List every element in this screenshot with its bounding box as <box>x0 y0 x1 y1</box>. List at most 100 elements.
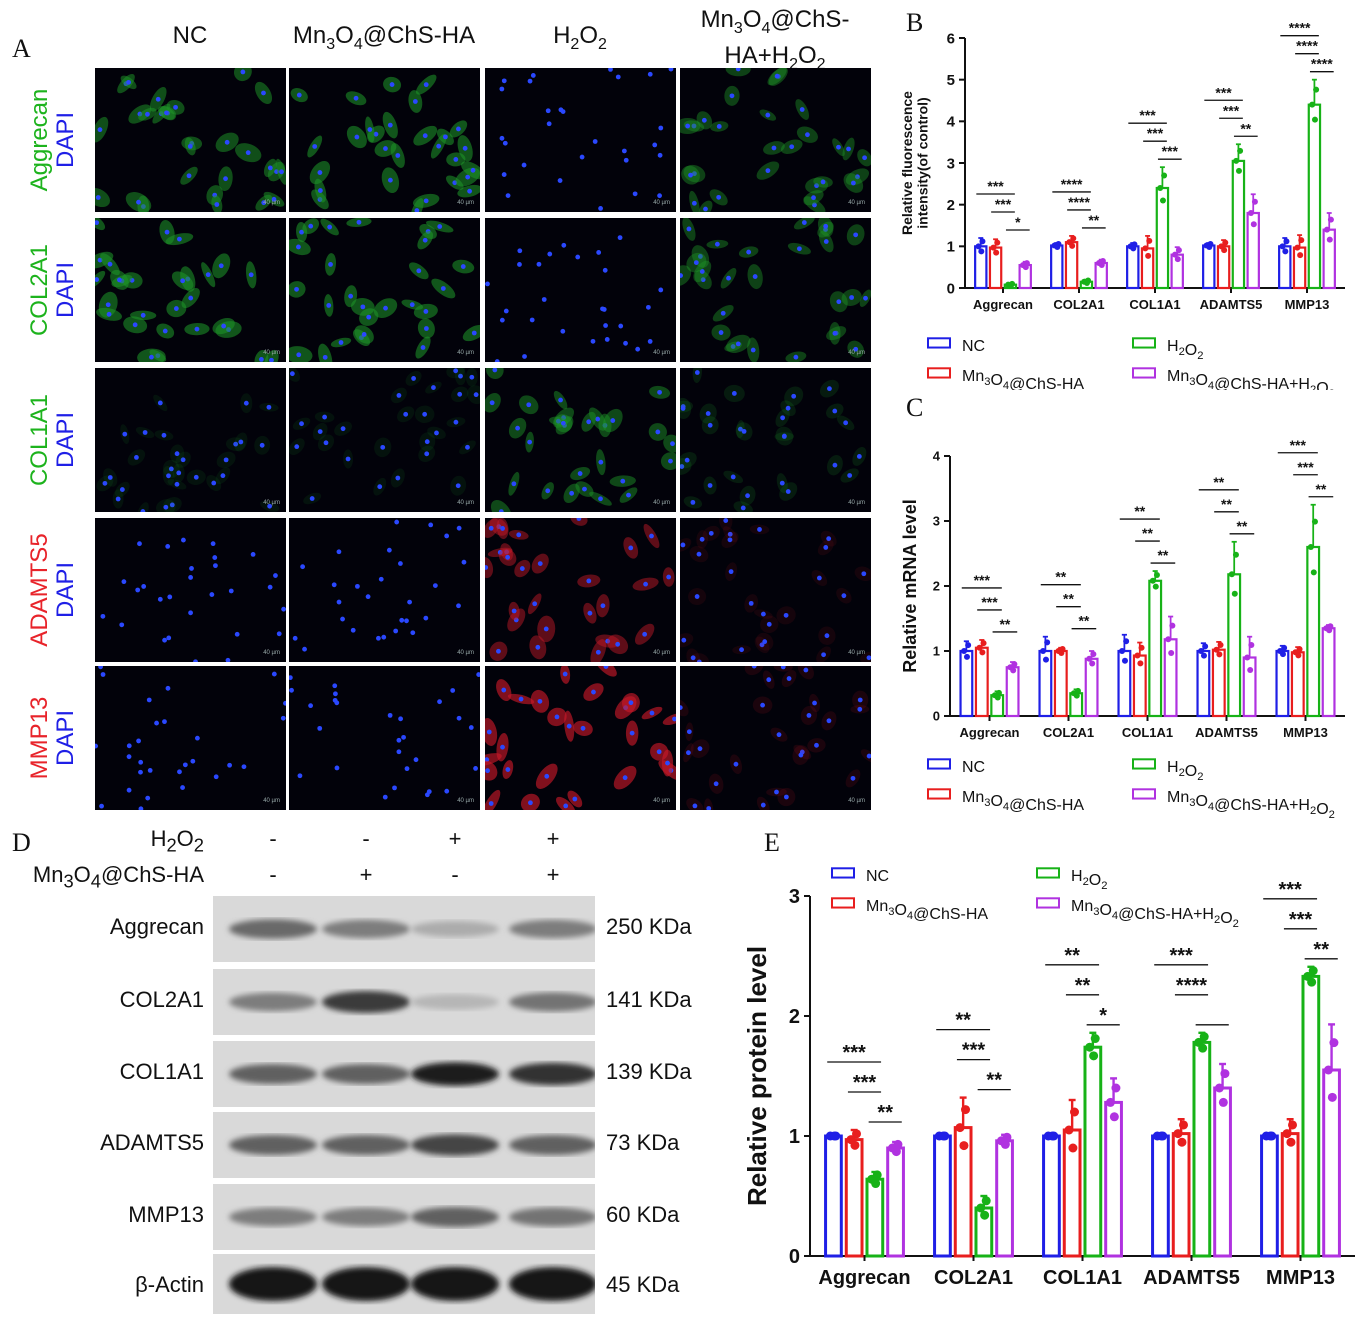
data-point <box>891 1147 901 1157</box>
treatment-sign: - <box>269 862 277 887</box>
micrograph-mmp13-mn3o4-chs-ha: 40 µm <box>289 666 480 810</box>
treatment-label-h2o2: H2O2 <box>150 826 204 856</box>
legend-label-mn3o4-chs-ha-h2o2: Mn3O4@ChS-HA+H2O2 <box>1167 368 1335 390</box>
band <box>509 919 595 939</box>
significance-label: *** <box>1223 102 1240 118</box>
data-point <box>1326 236 1333 243</box>
bar-nc-col2a1 <box>1050 244 1064 290</box>
data-point <box>955 1123 965 1133</box>
data-point <box>1248 642 1255 649</box>
data-point <box>1011 661 1018 668</box>
bar-nc-col1a1 <box>1042 1134 1061 1258</box>
data-point <box>1070 235 1077 242</box>
data-point <box>852 1129 862 1139</box>
significance-label: ** <box>1157 547 1168 563</box>
data-point <box>1296 646 1303 653</box>
data-point <box>1054 244 1061 250</box>
data-point <box>1068 1143 1078 1153</box>
column-header-mn3o4-chs-ha-h2o2: Mn3O4@ChS- HA+H2O2 <box>700 6 850 73</box>
significance-label: **** <box>1311 56 1333 72</box>
bar-mn3o4-chs-ha-adamts5 <box>1171 1132 1191 1258</box>
scale-bar: 40 µm <box>457 650 474 656</box>
bar-mn3o4-chs-ha-h2o2-col2a1 <box>995 1139 1014 1258</box>
data-point <box>1152 583 1159 590</box>
bar-nc-col1a1 <box>1126 245 1140 290</box>
x-tick-label: ADAMTS5 <box>1143 1267 1240 1289</box>
bar-h2o2-adamts5 <box>1192 1040 1212 1258</box>
data-point <box>1298 237 1305 244</box>
data-point <box>1265 1131 1275 1141</box>
bar-mn3o4-chs-ha-aggrecan <box>844 1138 864 1258</box>
legend-swatch-h2o2 <box>1036 867 1060 879</box>
x-tick-label: Aggrecan <box>960 725 1020 740</box>
bar-mn3o4-chs-ha-aggrecan <box>974 646 989 718</box>
bar-mn3o4-chs-ha-h2o2-adamts5 <box>1213 1086 1232 1258</box>
data-point <box>1000 1139 1010 1149</box>
band <box>322 991 410 1013</box>
legend-label-mn3o4-chs-ha: Mn3O4@ChS-HA <box>866 898 988 923</box>
data-point <box>1002 1132 1012 1142</box>
legend-label-mn3o4-chs-ha-h2o2: Mn3O4@ChS-HA+H2O2 <box>1071 898 1239 930</box>
data-point <box>1089 1051 1099 1061</box>
y-tick-label: 5 <box>947 72 955 89</box>
micrograph-col1a1-mn3o4-chs-ha-h2o2: 40 µm <box>680 368 871 512</box>
blot-strip-adamts5 <box>213 1112 595 1178</box>
data-point <box>993 249 1000 256</box>
blot-strip-actin <box>213 1254 595 1314</box>
data-point <box>1086 655 1093 662</box>
scale-bar: 40 µm <box>653 650 670 656</box>
data-point <box>961 1105 971 1115</box>
significance-label: *** <box>1297 459 1314 475</box>
data-point <box>1308 966 1318 976</box>
data-point <box>1074 687 1081 694</box>
micrograph-adamts5-mn3o4-chs-ha: 40 µm <box>289 518 480 662</box>
legend-label-h2o2: H2O2 <box>1071 868 1107 892</box>
treatment-sign: + <box>546 826 560 851</box>
panel-letter-d: D <box>12 828 31 857</box>
data-point <box>1323 226 1330 233</box>
significance-label: ** <box>1213 474 1224 490</box>
legend-label-mn3o4-chs-ha: Mn3O4@ChS-HA <box>962 368 1084 390</box>
legend-label-nc: NC <box>962 338 985 355</box>
micrograph-aggrecan-h2o2: 40 µm <box>485 68 676 212</box>
x-tick-label: Aggrecan <box>818 1267 910 1289</box>
legend-label-mn3o4-chs-ha-h2o2: Mn3O4@ChS-HA+H2O2 <box>1167 789 1335 820</box>
data-point <box>975 243 982 250</box>
significance-label: *** <box>1162 143 1179 159</box>
data-point <box>1282 248 1289 255</box>
x-tick-label: Aggrecan <box>973 297 1033 312</box>
significance-label: * <box>1099 1005 1107 1027</box>
significance-label: ** <box>1315 481 1326 497</box>
bar-nc-adamts5 <box>1202 244 1216 290</box>
band <box>411 921 499 937</box>
data-point <box>1156 1131 1166 1141</box>
scale-bar: 40 µm <box>457 500 474 506</box>
data-point <box>1286 1137 1296 1147</box>
y-axis-label: Relative protein level <box>742 946 772 1206</box>
data-point <box>1221 247 1228 254</box>
x-tick-label: MMP13 <box>1285 297 1330 312</box>
data-point <box>1142 245 1149 252</box>
data-point <box>1123 638 1130 645</box>
data-point <box>1090 651 1097 658</box>
band <box>509 1267 595 1301</box>
micrograph-adamts5-h2o2: 40 µm <box>485 518 676 662</box>
x-tick-label: COL2A1 <box>934 1267 1013 1289</box>
data-point <box>1083 280 1090 286</box>
band <box>411 1062 499 1086</box>
blot-label-col2a1: COL2A1 <box>119 987 204 1012</box>
data-point <box>1134 652 1141 659</box>
legend-swatch-nc <box>831 867 855 879</box>
micrograph-col1a1-mn3o4-chs-ha: 40 µm <box>289 368 480 512</box>
data-point <box>1159 197 1166 204</box>
data-point <box>981 1196 991 1206</box>
blot-strip-mmp13 <box>213 1184 595 1250</box>
data-point <box>1149 577 1156 584</box>
scale-bar: 40 µm <box>848 650 865 656</box>
data-point <box>1313 86 1320 93</box>
legend-swatch-mn3o4-chs-ha <box>927 788 951 800</box>
data-point <box>1282 1129 1292 1139</box>
significance-label: *** <box>1278 879 1302 901</box>
panel-letter-a: A <box>12 34 31 63</box>
